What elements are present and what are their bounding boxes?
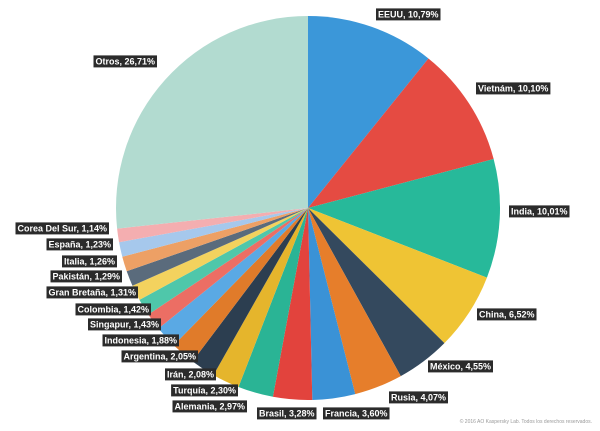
slice-label: Gran Bretaña, 1,31% [46,286,138,299]
slice-labels: EEUU, 10,79% Vietnám, 10,10% India, 10,01%… [15,8,570,420]
slice-label-text: Gran Bretaña, 1,31% [48,287,136,297]
slice-label: Francia, 3,60% [323,407,390,420]
slice-label: Pakistán, 1,29% [50,270,122,283]
slice-label: Turquía, 2,30% [171,384,238,397]
pie-slice [117,208,308,243]
slice-label: EEUU, 10,79% [376,8,441,21]
pie-slice [238,208,308,397]
pie-slice [308,58,494,208]
pie-slice [308,208,356,400]
slice-label-text: Indonesia, 1,88% [104,335,177,345]
pie-slice [213,208,308,387]
slice-label-text: Pakistán, 1,29% [52,271,120,281]
slice-label-text: Singapur, 1,43% [90,319,159,329]
pie-slice [173,208,308,362]
slice-label-text: Brasil, 3,28% [259,408,315,418]
pie-slice [139,208,308,315]
slice-label: India, 10,01% [509,205,570,218]
slice-label-text: Turquía, 2,30% [173,385,236,395]
slice-label: Brasil, 3,28% [257,407,317,420]
pie-slice [272,208,313,400]
slice-label-text: Alemania, 2,97% [174,401,245,411]
pie-slice [115,16,309,229]
slice-label: Indonesia, 1,88% [102,334,179,347]
copyright-note: © 2016 AO Kaspersky Lab. Todos los derec… [459,419,592,425]
slice-label-text: Argentina, 2,05% [123,351,196,361]
pie-slice [122,208,308,272]
pie-slice [192,208,308,376]
slice-label-text: China, 6,52% [479,309,535,319]
slice-label-text: Vietnám, 10,10% [478,83,548,93]
slice-label: Rusia, 4,07% [389,391,448,404]
slice-label-text: EEUU, 10,79% [378,9,439,19]
slice-label-text: Corea Del Sur, 1,14% [17,223,107,233]
slice-label: Italia, 1,26% [62,255,117,268]
slice-label-text: España, 1,23% [48,239,111,249]
slice-label: Alemania, 2,97% [172,400,247,413]
pie-slices [115,16,500,400]
slice-label-text: México, 4,55% [430,361,491,371]
slice-label: Corea Del Sur, 1,14% [15,222,109,235]
slice-label: Argentina, 2,05% [121,350,198,363]
slice-label: Vietnám, 10,10% [476,82,551,95]
slice-label-text: Irán, 2,08% [167,369,214,379]
slice-label: México, 4,55% [428,360,493,373]
slice-label-text: India, 10,01% [511,206,568,216]
slice-label: Irán, 2,08% [165,368,216,381]
pie-slice [158,208,308,346]
slice-label-text: Italia, 1,26% [64,256,115,266]
slice-label-text: Francia, 3,60% [325,408,388,418]
slice-label: China, 6,52% [477,308,537,321]
pie-slice [148,208,308,329]
slice-label: España, 1,23% [46,238,113,251]
slice-label-text: Otros, 26,71% [95,56,155,66]
pie-slice [126,208,308,286]
pie-slice [308,16,429,208]
slice-label: Colombia, 1,42% [75,303,151,316]
pie-slice [119,208,308,257]
slice-label: Singapur, 1,43% [88,318,161,331]
pie-slice [308,208,445,377]
pie-slice [308,208,487,344]
slice-label-text: Colombia, 1,42% [77,304,149,314]
pie-slice [132,208,308,300]
slice-label-text: Rusia, 4,07% [391,392,446,402]
pie-slice [308,158,500,278]
pie-slice [308,208,401,395]
slice-label: Otros, 26,71% [93,55,157,68]
